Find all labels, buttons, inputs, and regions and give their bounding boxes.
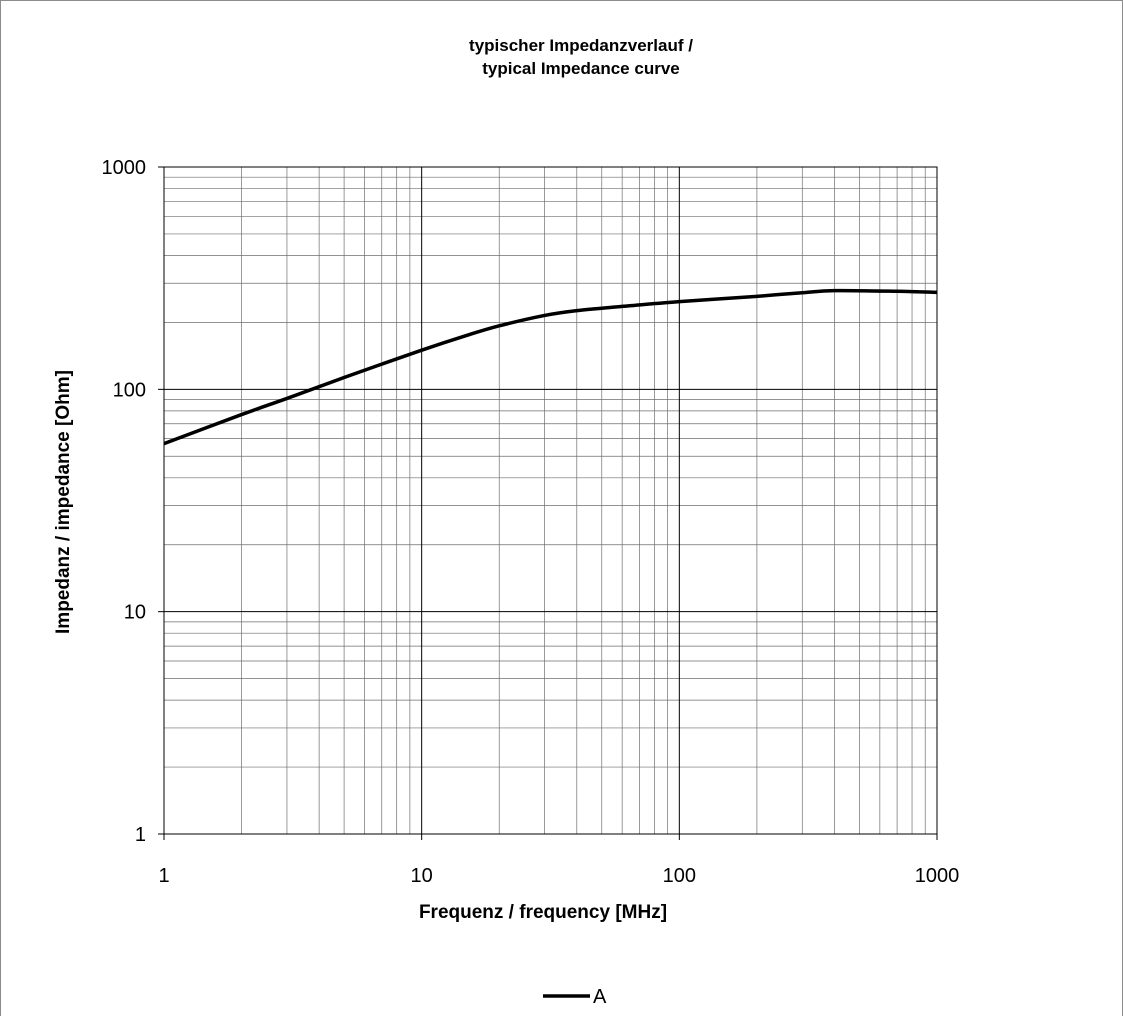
grid-major [163,166,938,835]
series-line-A [163,288,938,446]
y-axis-label: Impedanz / impedance [Ohm] [53,370,74,634]
legend-label: A [593,986,607,1008]
x-tick-label: 100 [663,865,696,887]
y-tick-label: 1 [135,824,146,846]
x-tick-labels: 1 10 100 1000 [158,834,959,887]
y-tick-label: 10 [124,602,146,624]
x-axis-label: Frequenz / frequency [MHz] [419,902,667,923]
legend: A [543,986,607,1008]
y-tick-label: 1000 [102,157,147,179]
x-tick-label: 10 [411,865,433,887]
y-tick-labels: 1000 100 10 1 [102,157,164,846]
plot-area [163,166,938,835]
y-tick-label: 100 [113,379,146,401]
x-tick-label: 1000 [915,865,960,887]
chart-title-line1: typischer Impedanzverlauf / [469,36,693,55]
grid-minor [164,167,937,834]
chart-title-line2: typical Impedance curve [482,59,679,78]
series-layer [163,288,938,446]
x-tick-label: 1 [158,865,169,887]
